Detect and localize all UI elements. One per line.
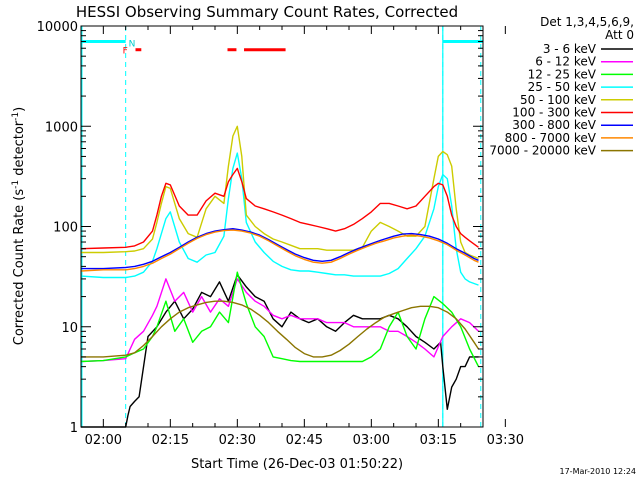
- legend-label: 300 - 800 keV: [512, 118, 596, 132]
- y-tick-label: 100: [53, 221, 78, 236]
- y-axis-label-sup1: -1: [11, 180, 21, 189]
- x-tick-label: 02:00: [85, 433, 122, 448]
- legend-header-detectors: Det 1,3,4,5,6,9,: [540, 15, 634, 29]
- chart-title: HESSI Observing Summary Count Rates, Cor…: [76, 3, 458, 21]
- chart-axes-layer: 02:00 02:15 02:30 02:45 03:00 03:15 03:30 1 10 10…: [37, 20, 524, 448]
- series-line-6: [81, 227, 479, 270]
- series-line-2: [80, 271, 480, 367]
- series-line-3: [80, 152, 479, 286]
- x-tick-label: 03:00: [353, 433, 390, 448]
- legend-label: 25 - 50 keV: [528, 80, 597, 94]
- series-line-7: [80, 229, 479, 272]
- legend-label: 7000 - 20000 keV: [489, 144, 596, 158]
- legend-label: 3 - 6 keV: [543, 42, 597, 56]
- x-tick-label: 02:15: [152, 433, 189, 448]
- chart-annotations-layer: NF: [81, 26, 483, 427]
- chart-series-layer: [80, 125, 480, 428]
- x-tick-label: 03:30: [487, 433, 524, 448]
- legend-label: 12 - 25 keV: [528, 67, 597, 81]
- x-tick-label: 03:15: [420, 433, 457, 448]
- x-axis-label: Start Time (26-Dec-03 01:50:22): [191, 457, 403, 472]
- x-tick-label: 02:45: [286, 433, 323, 448]
- footer-date: 17-Mar-2010 12:24: [560, 467, 637, 476]
- legend-label: 800 - 7000 keV: [505, 131, 597, 145]
- y-axis-label-mid: detector: [12, 120, 27, 180]
- series-line-4: [81, 125, 479, 260]
- series-line-0: [81, 274, 479, 428]
- y-tick-label: 1: [70, 421, 78, 436]
- night-label: N: [129, 40, 136, 50]
- legend-label: 100 - 300 keV: [512, 106, 596, 120]
- y-tick-label: 1000: [45, 120, 78, 135]
- series-line-1: [80, 278, 479, 363]
- legend-label: 50 - 100 keV: [520, 93, 597, 107]
- y-axis-label-main: Corrected Count Rate (s: [12, 189, 27, 346]
- series-line-5: [80, 167, 479, 250]
- series-line-8: [81, 300, 480, 358]
- plot-frame: [80, 25, 484, 428]
- y-axis-label-end: ): [12, 107, 27, 112]
- x-tick-label: 02:30: [219, 433, 256, 448]
- y-axis-label-sup2: -1: [11, 112, 21, 121]
- y-axis-label: Corrected Count Rate (s-1 detector-1): [11, 107, 27, 345]
- y-tick-label: 10000: [37, 20, 78, 35]
- legend-header-attenuator: Att 0: [605, 28, 634, 42]
- legend-label: 6 - 12 keV: [535, 55, 597, 69]
- y-tick-label: 10: [61, 321, 78, 336]
- flare-label: F: [123, 47, 128, 57]
